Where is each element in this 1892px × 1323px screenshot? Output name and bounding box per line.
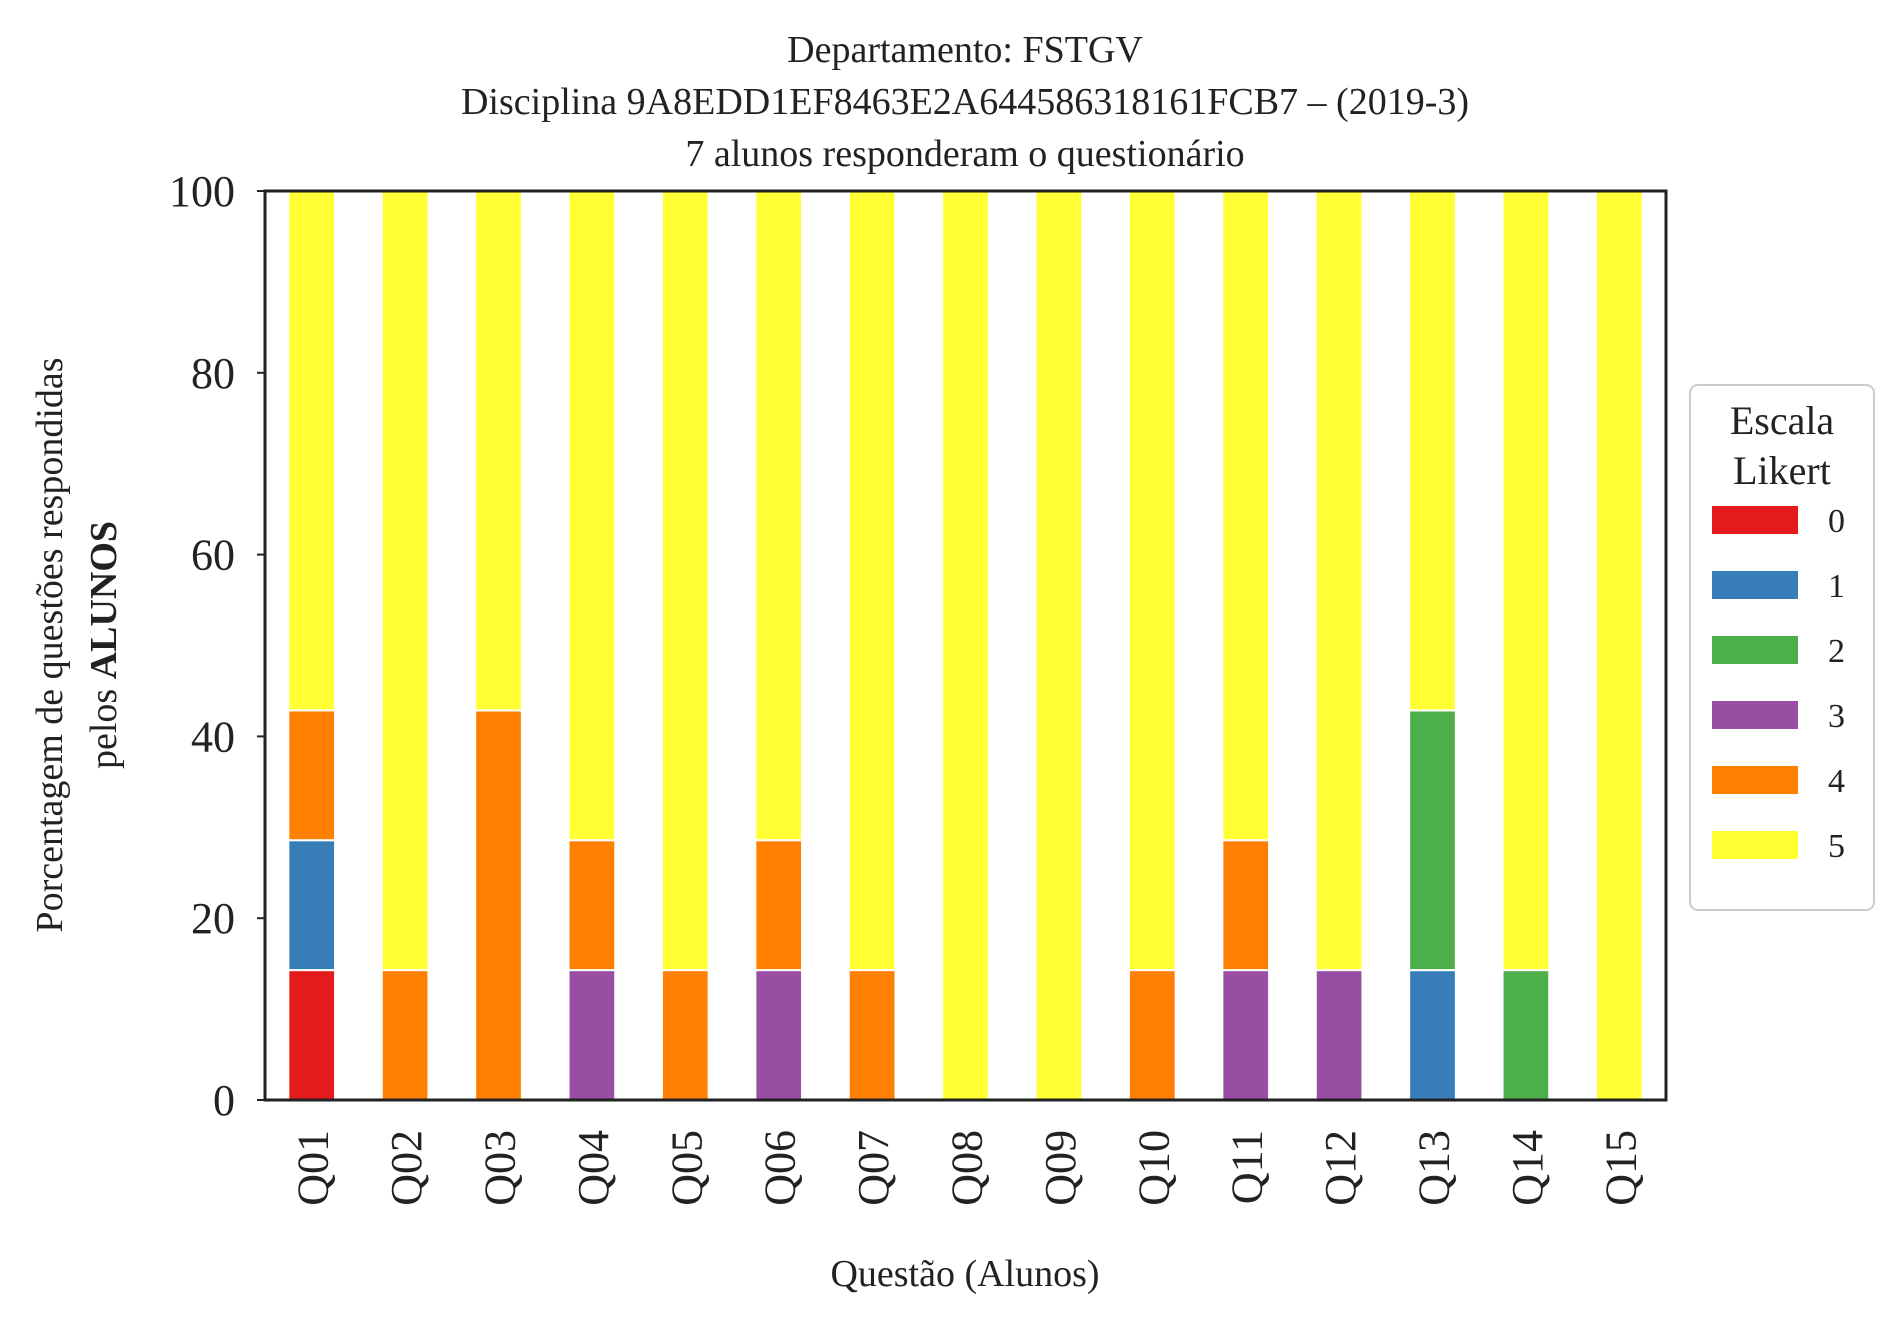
- x-tick-label-q07: Q07: [849, 1130, 898, 1206]
- bar-q06-likert-3: [754, 969, 804, 1101]
- x-tick-label-q02: Q02: [382, 1130, 431, 1206]
- x-tick-label-q05: Q05: [662, 1130, 711, 1206]
- legend-swatch-0: [1712, 506, 1798, 534]
- bar-q08-likert-5: [941, 190, 990, 1101]
- bar-q11-likert-5: [1221, 189, 1271, 842]
- y-axis-label-prefix: pelos: [83, 679, 125, 769]
- legend-title-line-2: Likert: [1733, 448, 1831, 493]
- legend-items: 0 1 2 3 4 5: [1712, 503, 1845, 865]
- y-tick-label-0: 0: [213, 1076, 235, 1125]
- plot-area: [287, 189, 1644, 1101]
- x-tick-label-q09: Q09: [1036, 1130, 1085, 1206]
- legend-swatch-4: [1712, 766, 1798, 794]
- bar-q06-likert-4: [754, 839, 804, 972]
- y-tick-label-60: 60: [191, 531, 235, 580]
- bar-q01-likert-4: [287, 709, 337, 842]
- bar-q06-likert-5: [754, 189, 804, 842]
- bar-q04-likert-4: [567, 839, 617, 972]
- legend-swatch-1: [1712, 571, 1798, 599]
- legend-swatch-3: [1712, 701, 1798, 729]
- y-axis-ticks: 0 20 40 60 80 100: [169, 167, 265, 1125]
- legend-swatch-5: [1712, 831, 1798, 859]
- chart-title-line-2: Disciplina 9A8EDD1EF8463E2A644586318161F…: [461, 81, 1469, 123]
- bar-q10-likert-4: [1127, 969, 1177, 1101]
- bar-q13-likert-5: [1408, 190, 1457, 712]
- bar-q09-likert-5: [1034, 190, 1084, 1101]
- bar-q07-likert-5: [847, 190, 897, 972]
- bar-q01-likert-1: [287, 839, 337, 972]
- x-axis-label: Questão (Alunos): [830, 1253, 1099, 1295]
- y-tick-label-20: 20: [191, 894, 235, 943]
- y-axis-label-bold: ALUNOS: [83, 521, 125, 679]
- x-tick-label-q13: Q13: [1410, 1130, 1459, 1206]
- bar-q13-likert-2: [1408, 709, 1457, 972]
- bar-q13-likert-1: [1408, 969, 1457, 1101]
- legend-label-0: 0: [1828, 503, 1845, 540]
- chart-title-line-1: Departamento: FSTGV: [787, 29, 1143, 71]
- bar-q05-likert-4: [660, 969, 710, 1101]
- chart-title-line-3: 7 alunos responderam o questionário: [685, 133, 1244, 175]
- x-tick-label-q04: Q04: [569, 1130, 618, 1206]
- legend: Escala Likert 0 1 2 3 4 5: [1689, 384, 1875, 911]
- bar-q02-likert-4: [380, 969, 430, 1101]
- x-tick-label-q03: Q03: [476, 1130, 525, 1206]
- bar-q03-likert-4: [474, 709, 523, 1101]
- bar-q02-likert-5: [380, 190, 430, 972]
- x-tick-label-q15: Q15: [1596, 1130, 1645, 1206]
- x-tick-label-q14: Q14: [1503, 1130, 1552, 1206]
- legend-swatch-2: [1712, 636, 1798, 664]
- bar-q01-likert-0: [287, 969, 337, 1101]
- y-tick-label-80: 80: [191, 349, 235, 398]
- legend-title-line-1: Escala: [1730, 398, 1835, 443]
- x-tick-label-q01: Q01: [289, 1130, 338, 1206]
- bar-q03-likert-5: [474, 190, 523, 712]
- x-tick-label-q12: Q12: [1316, 1130, 1365, 1206]
- bar-q07-likert-4: [847, 969, 897, 1101]
- legend-label-5: 5: [1828, 828, 1845, 865]
- bar-q12-likert-5: [1314, 190, 1364, 972]
- y-axis-label-line-1: Porcentagem de questões respondidas: [29, 357, 71, 932]
- x-tick-label-q06: Q06: [756, 1130, 805, 1206]
- bar-q15-likert-5: [1594, 190, 1644, 1101]
- bar-q14-likert-2: [1501, 969, 1551, 1101]
- legend-label-1: 1: [1828, 568, 1845, 605]
- bar-q04-likert-3: [567, 969, 617, 1101]
- bar-q04-likert-5: [567, 189, 617, 842]
- x-tick-label-q11: Q11: [1223, 1130, 1272, 1204]
- x-tick-label-q08: Q08: [943, 1130, 992, 1206]
- bar-q14-likert-5: [1501, 190, 1551, 972]
- y-axis-label-line-2: pelos ALUNOS: [83, 521, 125, 769]
- bar-q05-likert-5: [660, 190, 710, 972]
- bar-q11-likert-4: [1221, 839, 1271, 972]
- legend-label-3: 3: [1828, 698, 1845, 735]
- x-tick-label-q10: Q10: [1129, 1130, 1178, 1206]
- plot-frame: [263, 189, 1668, 1102]
- bar-q11-likert-3: [1221, 969, 1271, 1101]
- y-axis-label: Porcentagem de questões respondidas pelo…: [29, 357, 125, 932]
- y-tick-label-40: 40: [191, 712, 235, 761]
- bar-q01-likert-5: [287, 189, 337, 712]
- legend-label-4: 4: [1828, 763, 1845, 800]
- legend-label-2: 2: [1828, 633, 1845, 670]
- x-axis-ticks: Q01 Q02 Q03 Q04 Q05 Q06 Q07 Q08 Q09 Q10 Q11 Q12 Q13 Q…: [289, 1130, 1646, 1206]
- y-tick-label-100: 100: [169, 167, 235, 216]
- bar-q10-likert-5: [1127, 190, 1177, 972]
- bar-q12-likert-3: [1314, 969, 1364, 1101]
